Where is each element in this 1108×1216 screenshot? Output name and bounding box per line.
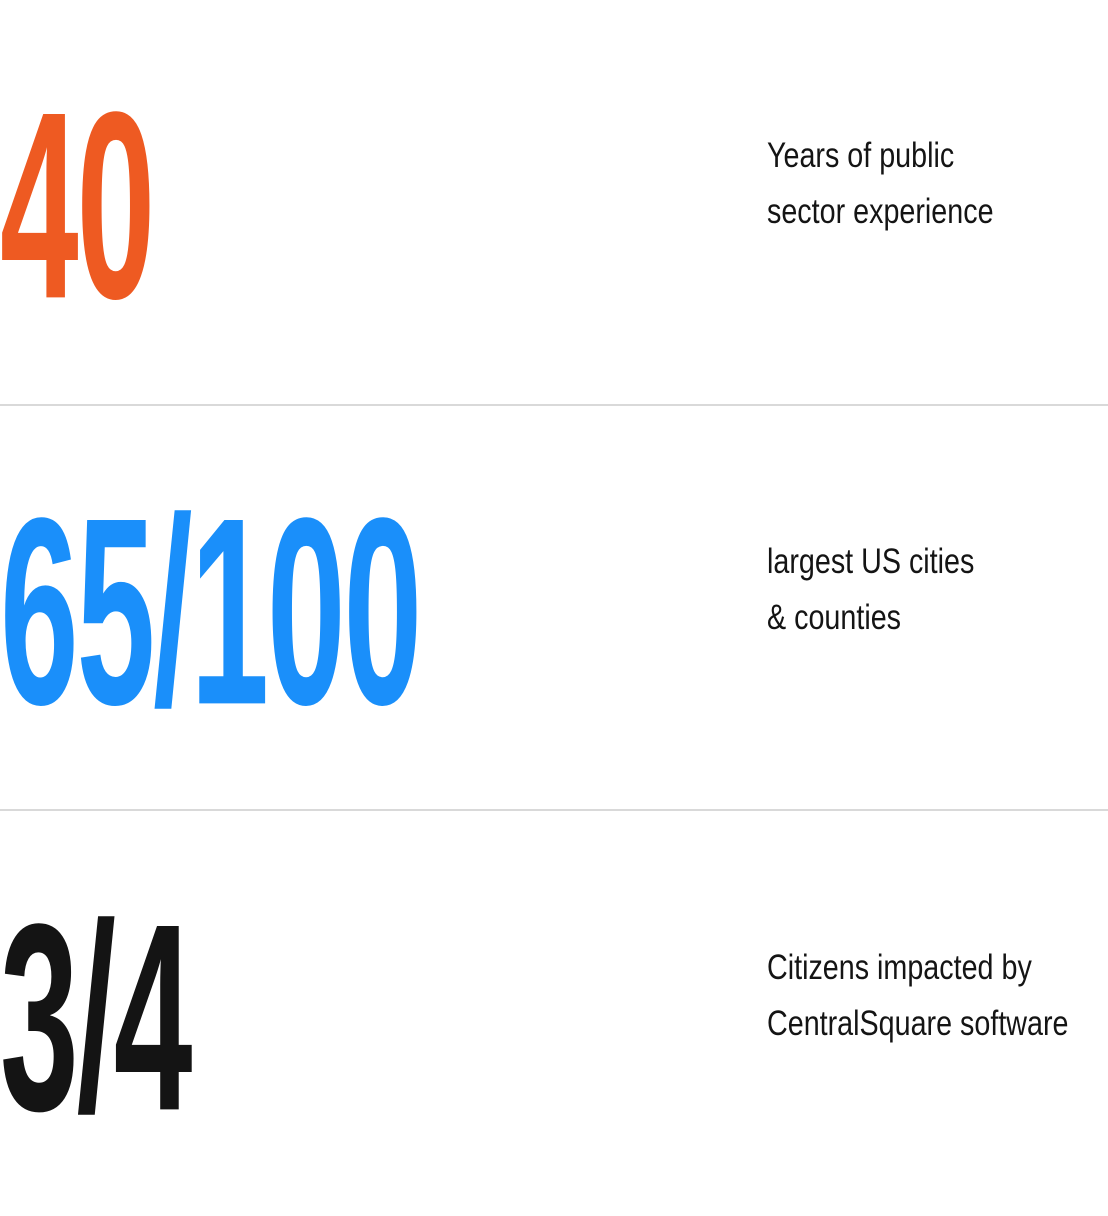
stat-label-line: & counties bbox=[767, 598, 902, 637]
stat-label: Years of public sector experience bbox=[767, 128, 994, 240]
divider bbox=[0, 404, 1108, 406]
stat-label: Citizens impacted by CentralSquare softw… bbox=[767, 940, 1069, 1052]
stat-years: 40 Years of public sector experience bbox=[0, 0, 1108, 405]
stat-label-line: CentralSquare software bbox=[767, 1004, 1069, 1043]
stat-label-line: Years of public bbox=[767, 136, 955, 175]
stat-label-line: Citizens impacted by bbox=[767, 948, 1032, 987]
stat-label-line: largest US cities bbox=[767, 542, 975, 581]
stat-citizens: 3/4 Citizens impacted by CentralSquare s… bbox=[0, 810, 1108, 1215]
stat-value: 65/100 bbox=[0, 462, 422, 761]
divider bbox=[0, 809, 1108, 811]
stat-value: 40 bbox=[0, 56, 155, 355]
stat-label: largest US cities & counties bbox=[767, 534, 974, 646]
stat-cities: 65/100 largest US cities & counties bbox=[0, 405, 1108, 810]
stat-value: 3/4 bbox=[0, 868, 192, 1167]
stat-label-line: sector experience bbox=[767, 192, 994, 231]
